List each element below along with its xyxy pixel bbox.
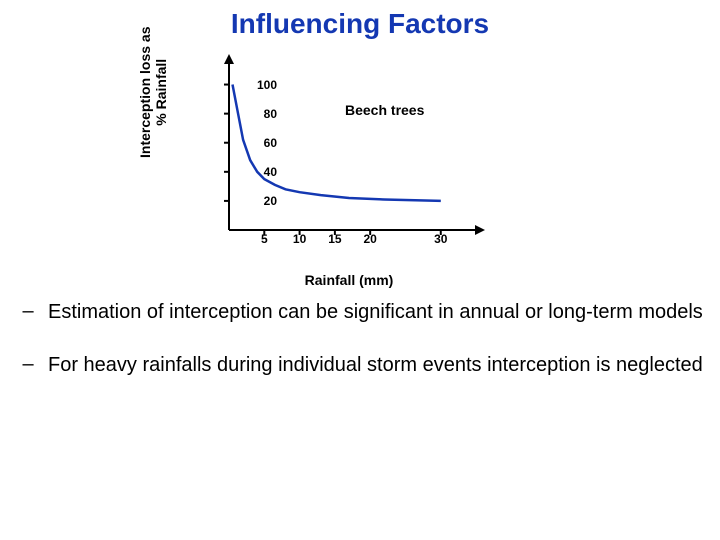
x-tick-label: 15	[328, 232, 341, 246]
bullet-list: – Estimation of interception can be sign…	[8, 300, 712, 406]
page: Influencing Factors Interception loss as…	[0, 0, 720, 540]
y-tick-label: 60	[264, 136, 277, 150]
plot-area: 20406080100 510152030	[229, 70, 469, 230]
page-title: Influencing Factors	[0, 8, 720, 40]
interception-chart: Interception loss as % Rainfall Beech tr…	[175, 70, 495, 260]
bullet-text: For heavy rainfalls during individual st…	[48, 353, 712, 378]
y-tick-label: 80	[264, 107, 277, 121]
bullet-text: Estimation of interception can be signif…	[48, 300, 712, 325]
y-tick-label: 40	[264, 165, 277, 179]
x-tick-label: 30	[434, 232, 447, 246]
x-tick-label: 20	[363, 232, 376, 246]
bullet-marker: –	[8, 353, 48, 376]
x-tick-label: 5	[261, 232, 268, 246]
y-axis-label: Interception loss as % Rainfall	[137, 27, 169, 158]
list-item: – Estimation of interception can be sign…	[8, 300, 712, 325]
y-tick-label: 100	[257, 78, 277, 92]
x-axis-label: Rainfall (mm)	[229, 272, 469, 288]
list-item: – For heavy rainfalls during individual …	[8, 353, 712, 378]
y-tick-label: 20	[264, 194, 277, 208]
bullet-marker: –	[8, 300, 48, 323]
x-tick-label: 10	[293, 232, 306, 246]
